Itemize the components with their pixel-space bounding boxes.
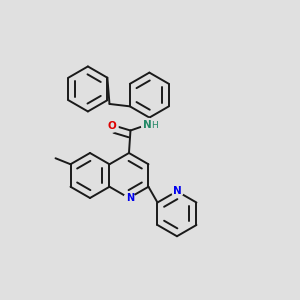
Text: H: H xyxy=(151,121,158,130)
Text: N: N xyxy=(126,193,134,203)
Text: N: N xyxy=(172,186,181,196)
Text: N: N xyxy=(143,119,152,130)
Text: O: O xyxy=(107,121,116,131)
